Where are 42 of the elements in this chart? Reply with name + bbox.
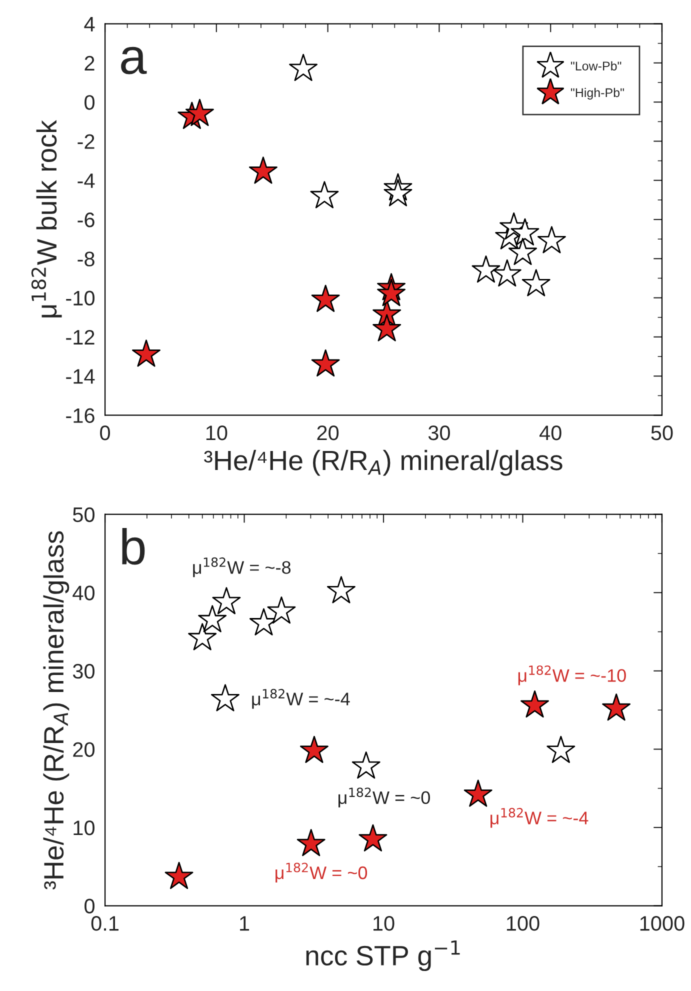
y-tick-label: 50	[72, 507, 94, 522]
x-tick-label: 50	[651, 426, 673, 440]
y-tick-label: 20	[73, 742, 94, 757]
y-tick-label: 0	[84, 898, 94, 914]
annotation: μ$^{182}$W = ~-8	[193, 557, 291, 578]
legend-label: "Low-Pb"	[570, 61, 622, 70]
y-axis-title: μ$^{182}$W bulk rock	[31, 120, 62, 318]
x-tick-label: 10	[206, 426, 228, 440]
x-tick-label: 100	[506, 916, 540, 931]
y-tick-label: -6	[78, 212, 94, 228]
y-tick-label: 2	[84, 56, 94, 70]
y-tick-label: 4	[84, 17, 95, 32]
x-axis-title: ncc STP g$^{−1}$	[306, 940, 460, 972]
annotation: μ$^{182}$W = ~-10	[518, 665, 626, 686]
x-tick-label: 0.1	[91, 916, 118, 931]
annotation: μ$^{182}$W = ~0	[338, 788, 430, 808]
y-tick-label: -14	[66, 369, 95, 384]
annotation: μ$^{182}$W = ~-4	[252, 688, 350, 709]
y-tick-label: -12	[66, 330, 94, 344]
x-tick-label: 40	[539, 426, 562, 440]
y-tick-label: 30	[72, 664, 94, 679]
y-tick-label: -16	[66, 408, 94, 423]
y-tick-label: -10	[66, 290, 94, 306]
annotation: b	[122, 528, 145, 565]
x-axis-title: ³He/⁴He (R/R$_{A}$) mineral/glass	[204, 450, 562, 476]
y-tick-label: -8	[78, 252, 94, 266]
annotation: a	[121, 46, 147, 74]
x-tick-label: 20	[317, 426, 339, 440]
y-tick-label: -4	[78, 174, 95, 188]
y-tick-label: 40	[72, 586, 94, 600]
annotation: μ$^{182}$W = ~0	[276, 862, 368, 882]
annotation: μ$^{182}$W = ~-4	[490, 808, 588, 828]
x-tick-label: 10	[374, 916, 394, 931]
legend-label: "High-Pb"	[570, 88, 624, 100]
x-tick-label: 1	[240, 916, 250, 931]
y-axis-title: ³He/⁴He (R/R$_{A}$) mineral/glass	[43, 531, 70, 890]
x-tick-label: 1000	[640, 916, 684, 931]
x-tick-label: 30	[428, 426, 450, 440]
y-tick-label: 0	[84, 95, 94, 110]
y-tick-label: 10	[74, 820, 94, 836]
x-tick-label: 0	[100, 426, 110, 440]
y-tick-label: -2	[78, 134, 94, 149]
